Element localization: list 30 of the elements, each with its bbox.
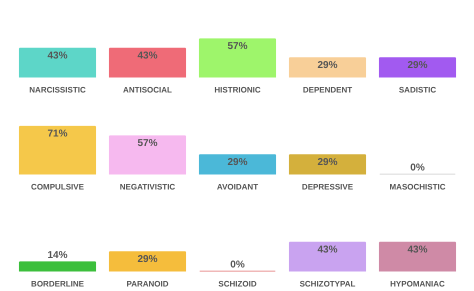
data-label: 71%: [47, 128, 68, 140]
x-tick-label: BORDERLINE: [31, 280, 85, 288]
data-label: 0%: [230, 260, 245, 270]
data-label: 43%: [137, 50, 158, 62]
data-label: 29%: [317, 156, 338, 168]
data-label: 43%: [317, 244, 338, 256]
x-tick-label: ANTISOCIAL: [123, 86, 172, 94]
x-tick-label: HYPOMANIAC: [390, 280, 446, 288]
data-label: 29%: [407, 60, 428, 71]
data-label: 29%: [317, 60, 338, 71]
x-tick-label: NEGATIVISTIC: [120, 182, 176, 192]
x-tick-label: NARCISSISTIC: [29, 86, 86, 94]
x-tick-label: MASOCHISTIC: [390, 182, 446, 192]
data-label: 29%: [227, 156, 248, 168]
x-tick-label: PARANOID: [126, 280, 169, 288]
x-tick-label: SADISTIC: [398, 86, 436, 94]
x-tick-label: SCHIZOID: [218, 280, 257, 288]
x-tick-label: COMPULSIVE: [31, 182, 85, 192]
data-label: 43%: [407, 244, 428, 256]
data-label: 57%: [137, 138, 158, 150]
x-tick-label: DEPENDENT: [302, 86, 352, 94]
data-label: 0%: [410, 162, 425, 174]
data-label: 43%: [47, 50, 68, 62]
data-label: 57%: [227, 41, 248, 52]
data-label: 14%: [47, 250, 68, 262]
data-label: 29%: [137, 254, 158, 265]
x-tick-label: SCHIZOTYPAL: [300, 280, 356, 288]
x-tick-label: HISTRIONIC: [214, 86, 261, 94]
x-tick-label: DEPRESSIVE: [302, 182, 354, 192]
x-tick-label: AVOIDANT: [216, 182, 258, 192]
